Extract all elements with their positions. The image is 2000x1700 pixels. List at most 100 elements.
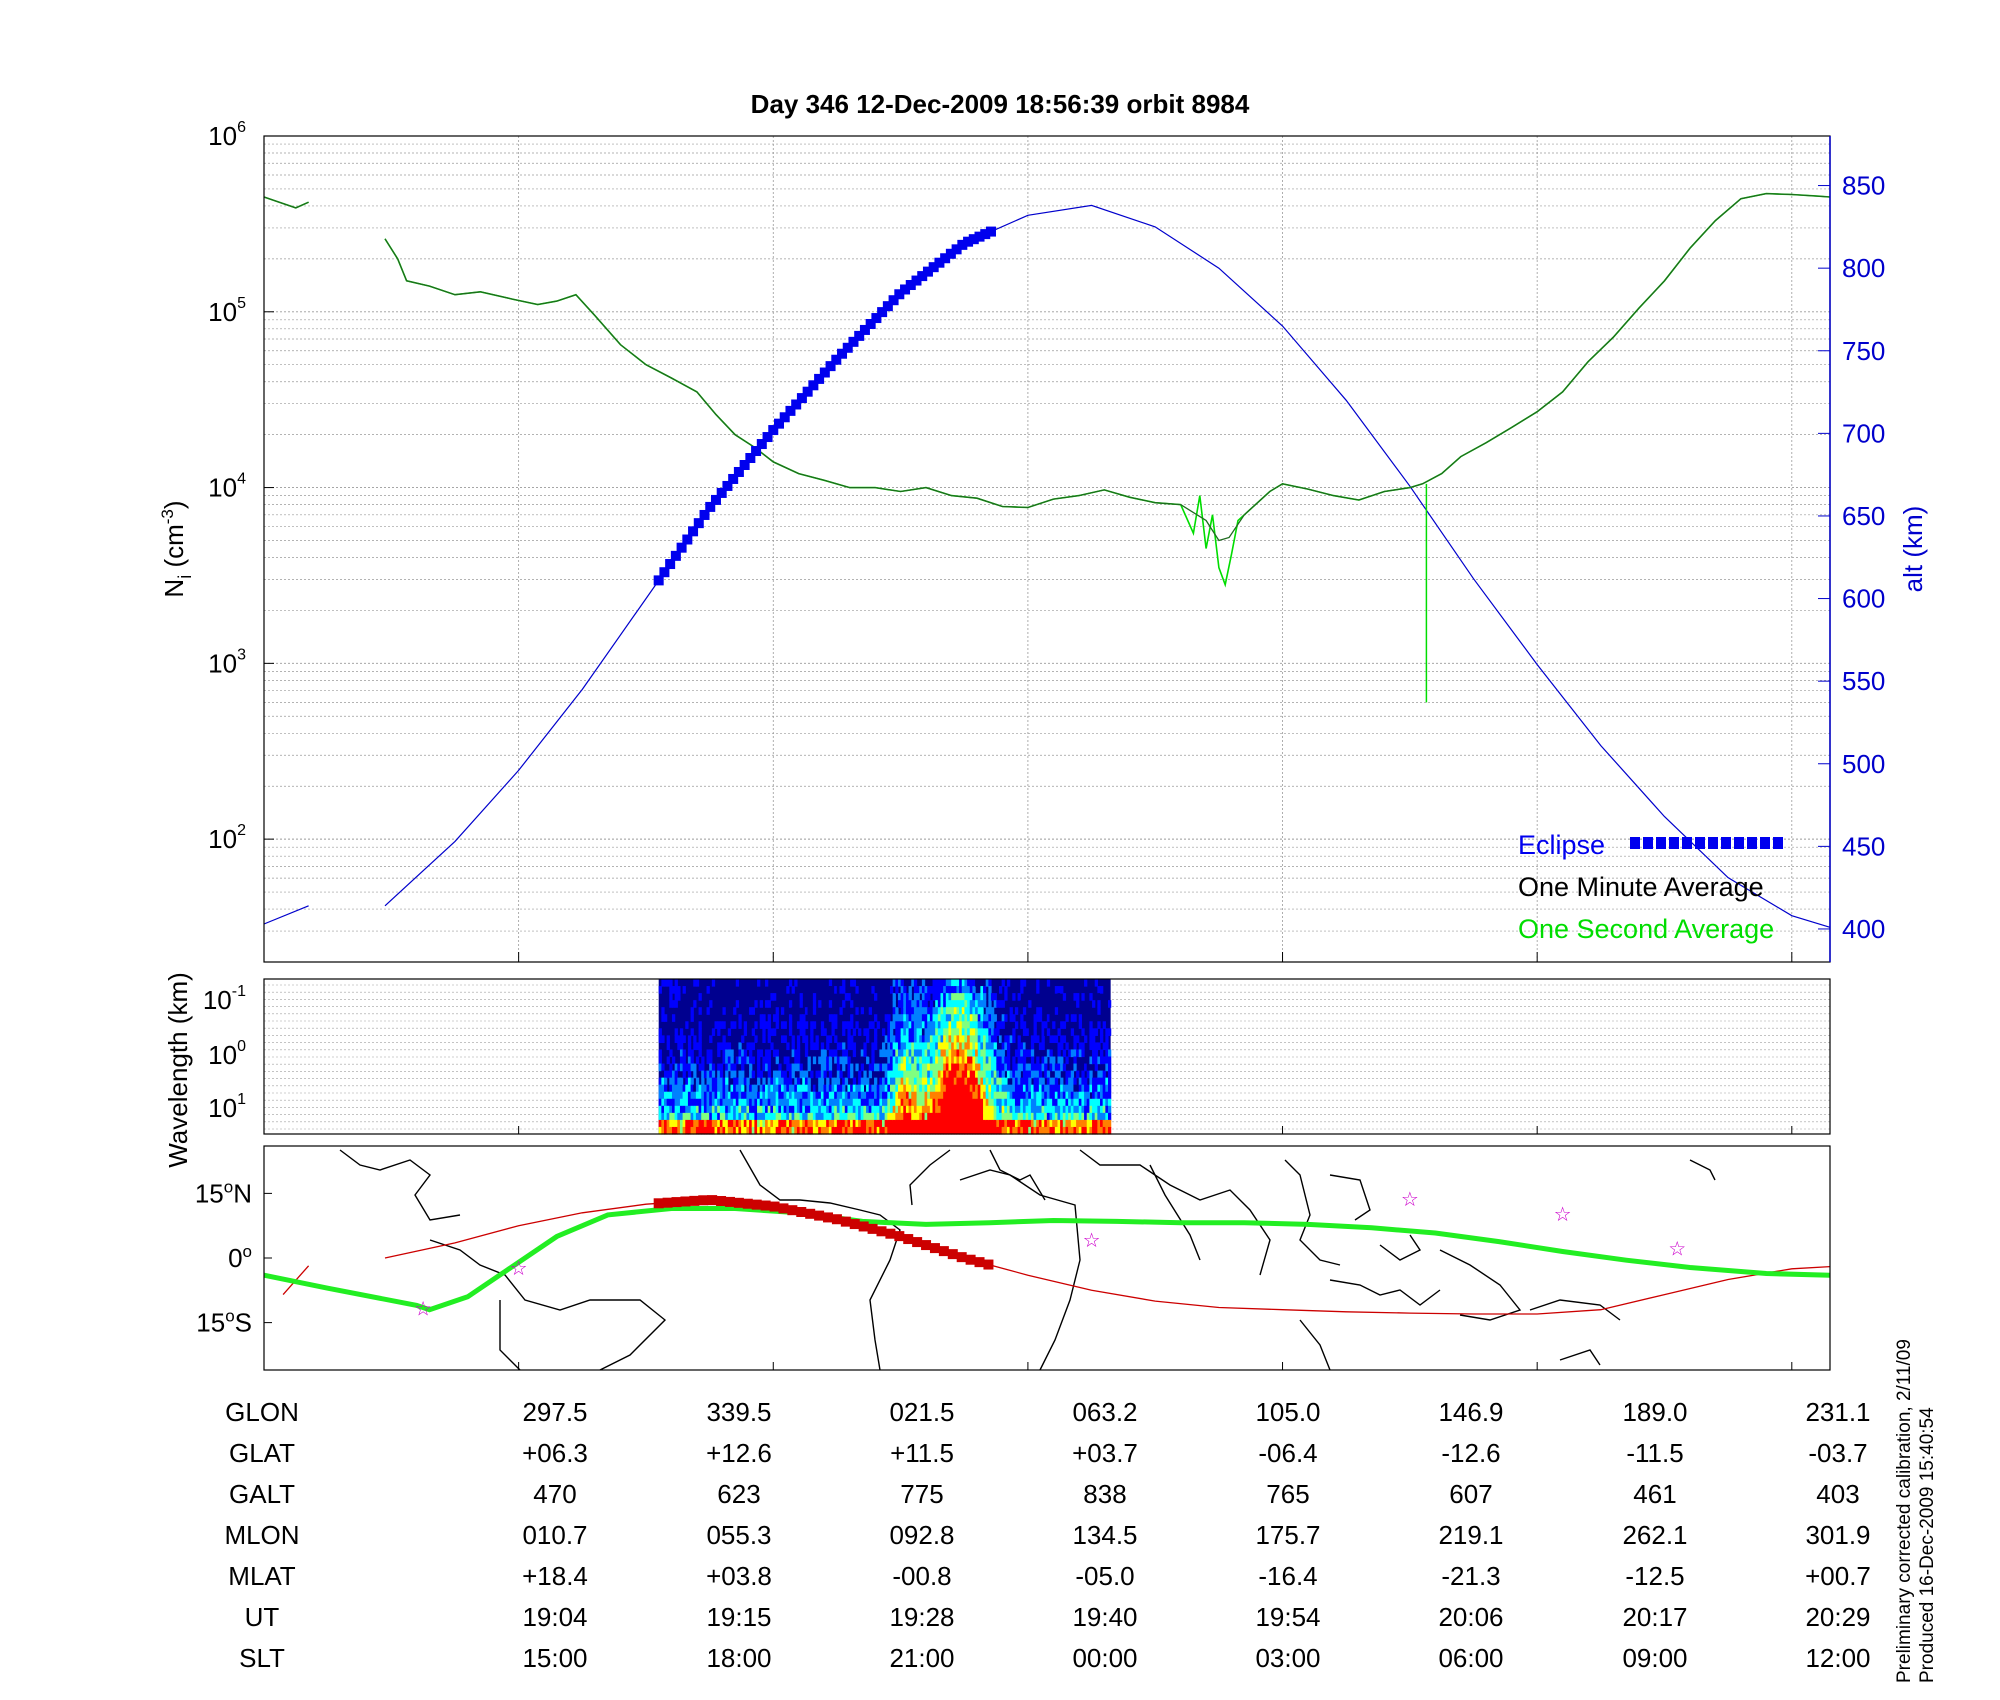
spectrogram-cell	[679, 1084, 684, 1093]
spectrogram-cell	[698, 1063, 702, 1072]
spectrogram-cell	[666, 1042, 670, 1051]
spectrogram-cell	[1038, 1112, 1043, 1121]
eclipse-marker	[825, 361, 836, 372]
spectrogram-cell	[858, 1126, 862, 1135]
spectrogram-cell	[1046, 1098, 1051, 1107]
spectrogram-cell	[773, 1028, 777, 1036]
spectrogram-cell	[818, 1000, 822, 1008]
spectrogram-cell	[754, 1098, 758, 1107]
spectrogram-cell	[658, 1084, 662, 1093]
spectrogram-cell	[1030, 1119, 1035, 1128]
spectrogram-cell	[685, 1084, 689, 1093]
spectrogram-cell	[932, 1105, 936, 1114]
spectrogram-cell	[977, 993, 981, 1001]
spectrogram-cell	[1062, 1119, 1067, 1128]
spectrogram-cell	[956, 1021, 960, 1029]
spectrogram-cell	[874, 1119, 878, 1128]
spectrogram-cell	[943, 993, 947, 1001]
spectrogram-cell	[887, 1084, 891, 1093]
y-tick-label: 102	[208, 822, 246, 854]
spectrogram-cell	[754, 1105, 758, 1114]
spectrogram-cell	[961, 1119, 966, 1128]
spectrogram-cell	[1086, 1105, 1090, 1114]
spectrogram-cell	[812, 1007, 817, 1015]
spectrogram-cell	[836, 1091, 841, 1100]
spectrogram-cell	[1025, 1084, 1029, 1093]
spectrogram-cell	[940, 1070, 944, 1079]
spectrogram-cell	[1017, 1105, 1021, 1114]
spectrogram-cell	[1060, 1042, 1064, 1051]
spectrogram-cell	[751, 979, 755, 987]
spectrogram-cell	[882, 1028, 886, 1036]
spectrogram-cell	[698, 1091, 702, 1100]
spectrogram-cell	[1068, 1084, 1072, 1093]
spectrogram-cell	[1025, 1063, 1029, 1072]
spectrogram-cell	[967, 1021, 971, 1029]
spectrogram-cell	[1020, 1063, 1024, 1072]
spectrogram-cell	[1089, 1042, 1093, 1051]
spectrogram-cell	[1020, 1000, 1024, 1008]
table-cell: 00:00	[1072, 1643, 1137, 1673]
spectrogram-cell	[664, 1105, 668, 1114]
spectrogram-cell	[1052, 1056, 1056, 1065]
altitude-axis-label: alt (km)	[1898, 506, 1928, 593]
spectrogram-cell	[937, 1021, 942, 1029]
spectrogram-cell	[669, 1000, 673, 1008]
spectrogram-cell	[1033, 1028, 1037, 1036]
spectrogram-cell	[674, 979, 678, 987]
spectrogram-cell	[834, 1119, 838, 1128]
spectrogram-cell	[1092, 1091, 1096, 1100]
eclipse-marker	[917, 271, 928, 282]
spectrogram-cell	[677, 1077, 681, 1086]
spectrogram-cell	[975, 1070, 979, 1079]
footnote-calibration: Preliminary corrected calibration, 2/11/…	[1894, 1339, 1915, 1683]
spectrogram-cell	[937, 1056, 942, 1065]
spectrogram-cell	[842, 1091, 846, 1100]
spectrogram-cell	[977, 1084, 981, 1093]
spectrogram-cell	[810, 1070, 814, 1079]
spectrogram-cell	[1092, 1105, 1096, 1114]
spectrogram-cell	[812, 1126, 817, 1135]
spectrogram-cell	[1081, 1049, 1085, 1058]
spectrogram-cell	[828, 1084, 833, 1093]
spectrogram-cell	[855, 1098, 859, 1107]
spectrogram-cell	[905, 1084, 910, 1093]
spectrogram-cell	[1081, 1091, 1085, 1100]
spectrogram-cell	[1028, 1000, 1032, 1008]
spectrogram-cell	[687, 1091, 692, 1100]
spectrogram-cell	[895, 1091, 899, 1100]
spectrogram-cell	[1028, 1063, 1032, 1072]
spectrogram-cell	[998, 1084, 1003, 1093]
spectrogram-cell	[791, 1105, 795, 1114]
spectrogram-cell	[1014, 1021, 1019, 1029]
spectrogram-cell	[836, 1042, 841, 1051]
spectrogram-cell	[882, 1105, 886, 1114]
spectrogram-cell	[953, 1007, 958, 1015]
spectrogram-cell	[812, 1056, 817, 1065]
spectrogram-cell	[921, 1070, 926, 1079]
spectrogram-cell	[988, 979, 992, 987]
spectrogram-cell	[860, 1014, 865, 1022]
eclipse-track-marker	[858, 1221, 869, 1232]
spectrogram-cell	[773, 1077, 777, 1086]
spectrogram-cell	[911, 1112, 915, 1121]
spectrogram-cell	[1100, 1112, 1104, 1121]
spectrogram-cell	[687, 1063, 692, 1072]
spectrogram-cell	[874, 1035, 878, 1044]
spectrogram-cell	[709, 1112, 713, 1121]
spectrogram-cell	[802, 1119, 806, 1128]
spectrogram-cell	[807, 1126, 811, 1135]
spectrogram-cell	[991, 1021, 995, 1029]
spectrogram-cell	[1033, 1070, 1037, 1079]
spectrogram-cell	[961, 1049, 966, 1058]
spectrogram-cell	[991, 1007, 995, 1015]
spectrogram-cell	[754, 1084, 758, 1093]
spectrogram-cell	[948, 1056, 952, 1065]
spectrogram-cell	[1001, 1014, 1005, 1022]
spectrogram-cell	[1097, 993, 1101, 1001]
spectrogram-cell	[895, 986, 899, 994]
spectrogram-cell	[1065, 1126, 1069, 1135]
spectrogram-cell	[889, 1091, 894, 1100]
eclipse-marker	[682, 534, 693, 545]
spectrogram-cell	[1041, 1126, 1045, 1135]
